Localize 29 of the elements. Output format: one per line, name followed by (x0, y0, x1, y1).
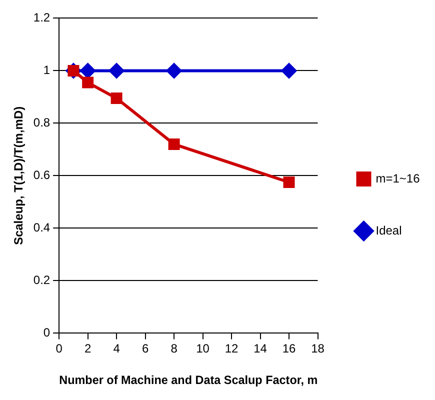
point (168, 138, 180, 150)
y-tick-label: 0.4 (33, 220, 50, 235)
y-tick-label: 1 (43, 63, 50, 78)
x-tick-label: 6 (142, 342, 149, 356)
x-tick-label: 12 (224, 342, 239, 356)
point (82, 76, 94, 88)
x-tick-label: 10 (196, 342, 210, 356)
legend-label: Ideal (376, 223, 402, 238)
y-tick-label: 1.2 (33, 10, 50, 25)
x-tick-label: 0 (56, 342, 63, 356)
y-tick-label: 0 (43, 326, 50, 340)
point (80, 63, 96, 78)
x-tick-label: 14 (254, 342, 268, 356)
x-tick-label: 18 (311, 342, 325, 356)
point (109, 63, 124, 78)
legend-label: m=1~16 (376, 171, 420, 186)
y-tick-label: 0.6 (33, 168, 50, 182)
point (282, 63, 297, 78)
point (283, 176, 295, 188)
point (166, 63, 182, 78)
y-tick-label: 0.8 (33, 116, 50, 130)
x-axis-title: Number of Machine and Data Scalup Factor, m (59, 372, 318, 388)
x-tick-label: 2 (84, 342, 92, 356)
y-axis-title: Scaleup, T(1,D)/T(m,mD) (12, 106, 26, 246)
x-tick-label: 16 (282, 342, 296, 356)
point (110, 92, 122, 104)
x-tick-label: 4 (113, 342, 120, 356)
y-tick-label: 0.2 (33, 273, 50, 288)
x-tick-label: 8 (170, 342, 178, 356)
